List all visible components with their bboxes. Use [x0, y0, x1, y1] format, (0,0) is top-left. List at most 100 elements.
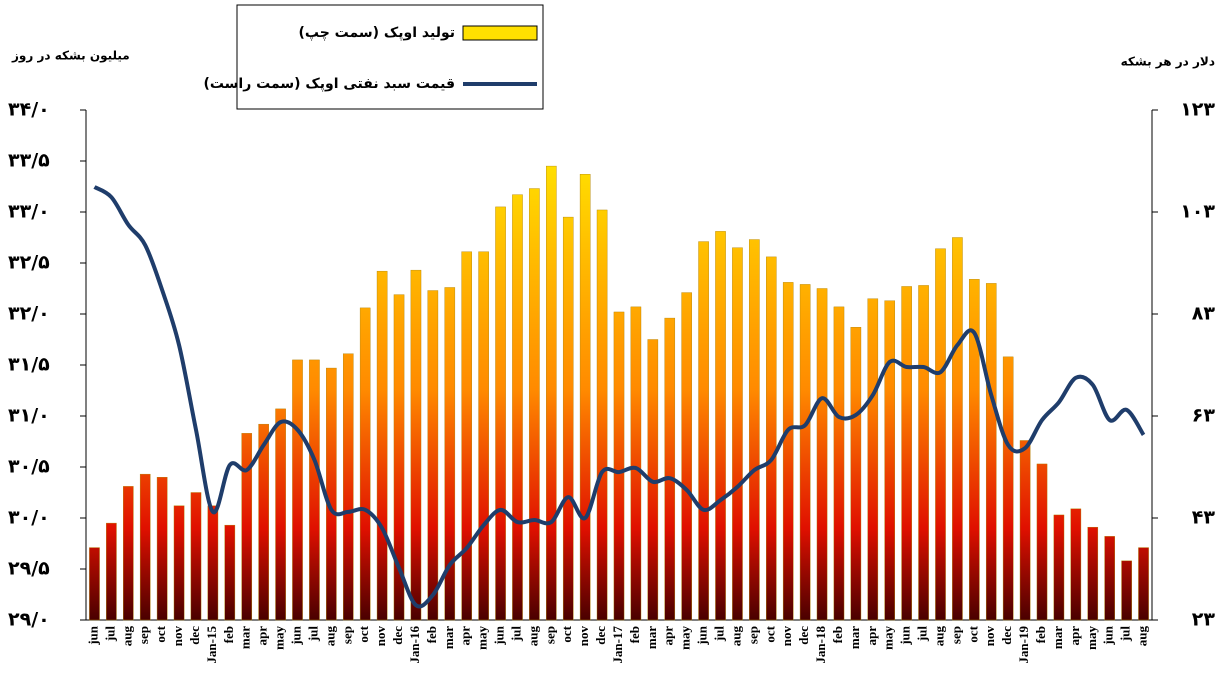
x-tick-label: feb [627, 626, 642, 643]
bar [952, 237, 963, 621]
x-tick-label: jun [85, 625, 100, 646]
bar [596, 209, 608, 621]
bar [1019, 440, 1031, 621]
y-tick-label: ۳۰/۵ [8, 456, 50, 478]
bar [681, 292, 692, 621]
bar [123, 486, 134, 621]
x-tick-label: aug [525, 626, 540, 647]
bar [410, 269, 422, 621]
bar [613, 311, 625, 621]
y2-axis-title: دلار در هر بشکه [1121, 55, 1215, 69]
x-tick-label: may [272, 626, 287, 650]
bar [1053, 514, 1065, 621]
bar [1121, 560, 1132, 621]
bar [512, 194, 523, 621]
bar [359, 307, 371, 621]
x-tick-label: nov [982, 626, 997, 647]
x-tick-label: oct [559, 625, 574, 642]
x-tick-label: feb [1033, 626, 1048, 643]
bar [715, 231, 726, 621]
x-tick-label: nov [779, 626, 794, 647]
x-tick-label: jul [305, 626, 320, 643]
x-tick-label: jul [915, 626, 930, 643]
x-tick-label: nov [170, 626, 185, 647]
y2-tick-label: ۱۰۳ [1180, 201, 1215, 223]
x-tick-label: dec [390, 626, 405, 645]
bar [630, 306, 642, 621]
bar [461, 251, 472, 621]
x-tick-label: nov [373, 626, 388, 647]
bar [766, 256, 777, 621]
x-tick-label: sep [745, 626, 760, 644]
x-tick-label: may [1084, 626, 1099, 650]
y-tick-label: ۲۹/۵ [8, 558, 50, 580]
bar [190, 492, 202, 621]
x-tick-label: feb [424, 626, 439, 643]
x-tick-label: apr [864, 626, 879, 646]
x-tick-label: jun [898, 625, 913, 646]
x-tick-label: aug [728, 626, 743, 647]
bar [833, 306, 845, 621]
bar [850, 327, 862, 621]
bar [393, 294, 405, 621]
y2-tick-label: ۸۳ [1192, 303, 1216, 325]
bar [444, 287, 456, 621]
bar [275, 408, 286, 621]
bar [698, 241, 709, 621]
x-tick-label: apr [1067, 626, 1082, 646]
x-tick-label: nov [576, 626, 591, 647]
y-tick-label: ۳۲/۵ [8, 252, 50, 274]
y-tick-label: ۳۴/۰ [8, 99, 50, 121]
y-tick-label: ۳۳/۰ [8, 201, 50, 223]
x-tick-label: Jan-15 [204, 626, 219, 664]
bar [376, 270, 388, 621]
x-tick-label: mar [847, 626, 862, 649]
x-tick-label: Jan-18 [813, 626, 828, 664]
x-tick-label: jul [1118, 626, 1133, 643]
x-tick-label: dec [796, 626, 811, 645]
bar [326, 367, 337, 621]
bar [224, 524, 236, 621]
bar [173, 505, 185, 621]
x-tick-label: jun [1101, 625, 1116, 646]
x-tick-label: mar [644, 626, 659, 649]
bar [156, 477, 168, 621]
bar [985, 283, 997, 621]
bar [1070, 508, 1082, 621]
bar [884, 300, 896, 621]
bar [969, 279, 980, 621]
bar [1104, 536, 1115, 621]
bar [782, 282, 794, 621]
line [93, 185, 1146, 609]
y2-tick-label: ۱۲۳ [1180, 99, 1215, 121]
x-tick-label: sep [136, 626, 151, 644]
y-tick-label: ۳۰/۰ [8, 507, 50, 529]
x-tick-label: sep [948, 626, 963, 644]
legend-label: قیمت سبد نفتی اوپک (سمت راست) [203, 76, 455, 92]
bar [1036, 463, 1048, 621]
y-tick-label: ۳۳/۵ [8, 150, 50, 172]
x-tick-label: feb [830, 626, 845, 643]
bar [139, 473, 151, 621]
bar [1087, 526, 1099, 621]
bar [106, 522, 117, 621]
x-tick-label: may [475, 626, 490, 650]
bar [918, 285, 929, 621]
x-tick-label: jun [492, 625, 507, 646]
x-tick-label: jul [712, 626, 727, 643]
bar [1002, 356, 1014, 621]
x-tick-label: jul [102, 626, 117, 643]
x-tick-label: Jan-19 [1016, 626, 1031, 664]
bar [732, 247, 743, 621]
x-tick-label: dec [593, 626, 608, 645]
bar [664, 317, 676, 621]
x-tick-label: sep [339, 626, 354, 644]
x-tick-label: jul [508, 626, 523, 643]
legend-box [236, 4, 544, 110]
x-tick-label: oct [762, 625, 777, 642]
x-tick-label: dec [187, 626, 202, 645]
x-tick-label: feb [221, 626, 236, 643]
x-tick-label: aug [322, 626, 337, 647]
bar [546, 165, 557, 621]
